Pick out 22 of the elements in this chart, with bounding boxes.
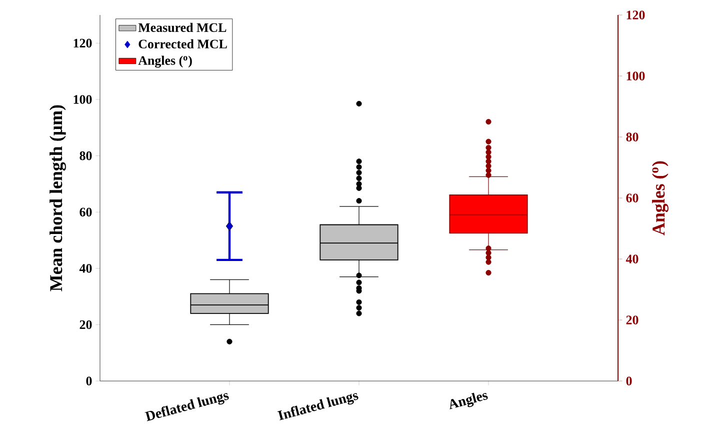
y2-tick-label: 100 xyxy=(626,72,645,80)
y-tick-label: 120 xyxy=(74,38,92,48)
y2-tick-label: 20 xyxy=(626,316,638,324)
y-tick-label: 100 xyxy=(74,95,92,104)
y2-tick-label: 0 xyxy=(626,376,632,386)
y2-tick-label: 80 xyxy=(626,132,638,142)
y2-tick-label: 120 xyxy=(626,10,645,20)
y2-tick-label: 40 xyxy=(626,254,638,264)
y2-axis-title: Angles ($^{o}$) xyxy=(652,161,668,236)
x-tick-label: Deflated lungs xyxy=(144,393,229,422)
y2-tick-label: 60 xyxy=(626,194,638,202)
y-tick-label: 40 xyxy=(79,264,92,273)
legend-label: Measured MCL xyxy=(138,22,226,32)
x-tick-label: Inflated lungs xyxy=(277,393,358,420)
legend-label: Angles ($^{o}$) xyxy=(138,56,192,68)
y-tick-label: 80 xyxy=(80,151,92,160)
y-tick-label: 0 xyxy=(86,376,92,386)
y-axis-title: Mean chord length (µm) xyxy=(50,105,66,292)
y-tick-label: 20 xyxy=(80,320,92,330)
y-tick-label: 60 xyxy=(80,208,92,216)
x-tick-label: Angles xyxy=(450,392,488,410)
legend-label: Corrected MCL xyxy=(138,39,227,48)
